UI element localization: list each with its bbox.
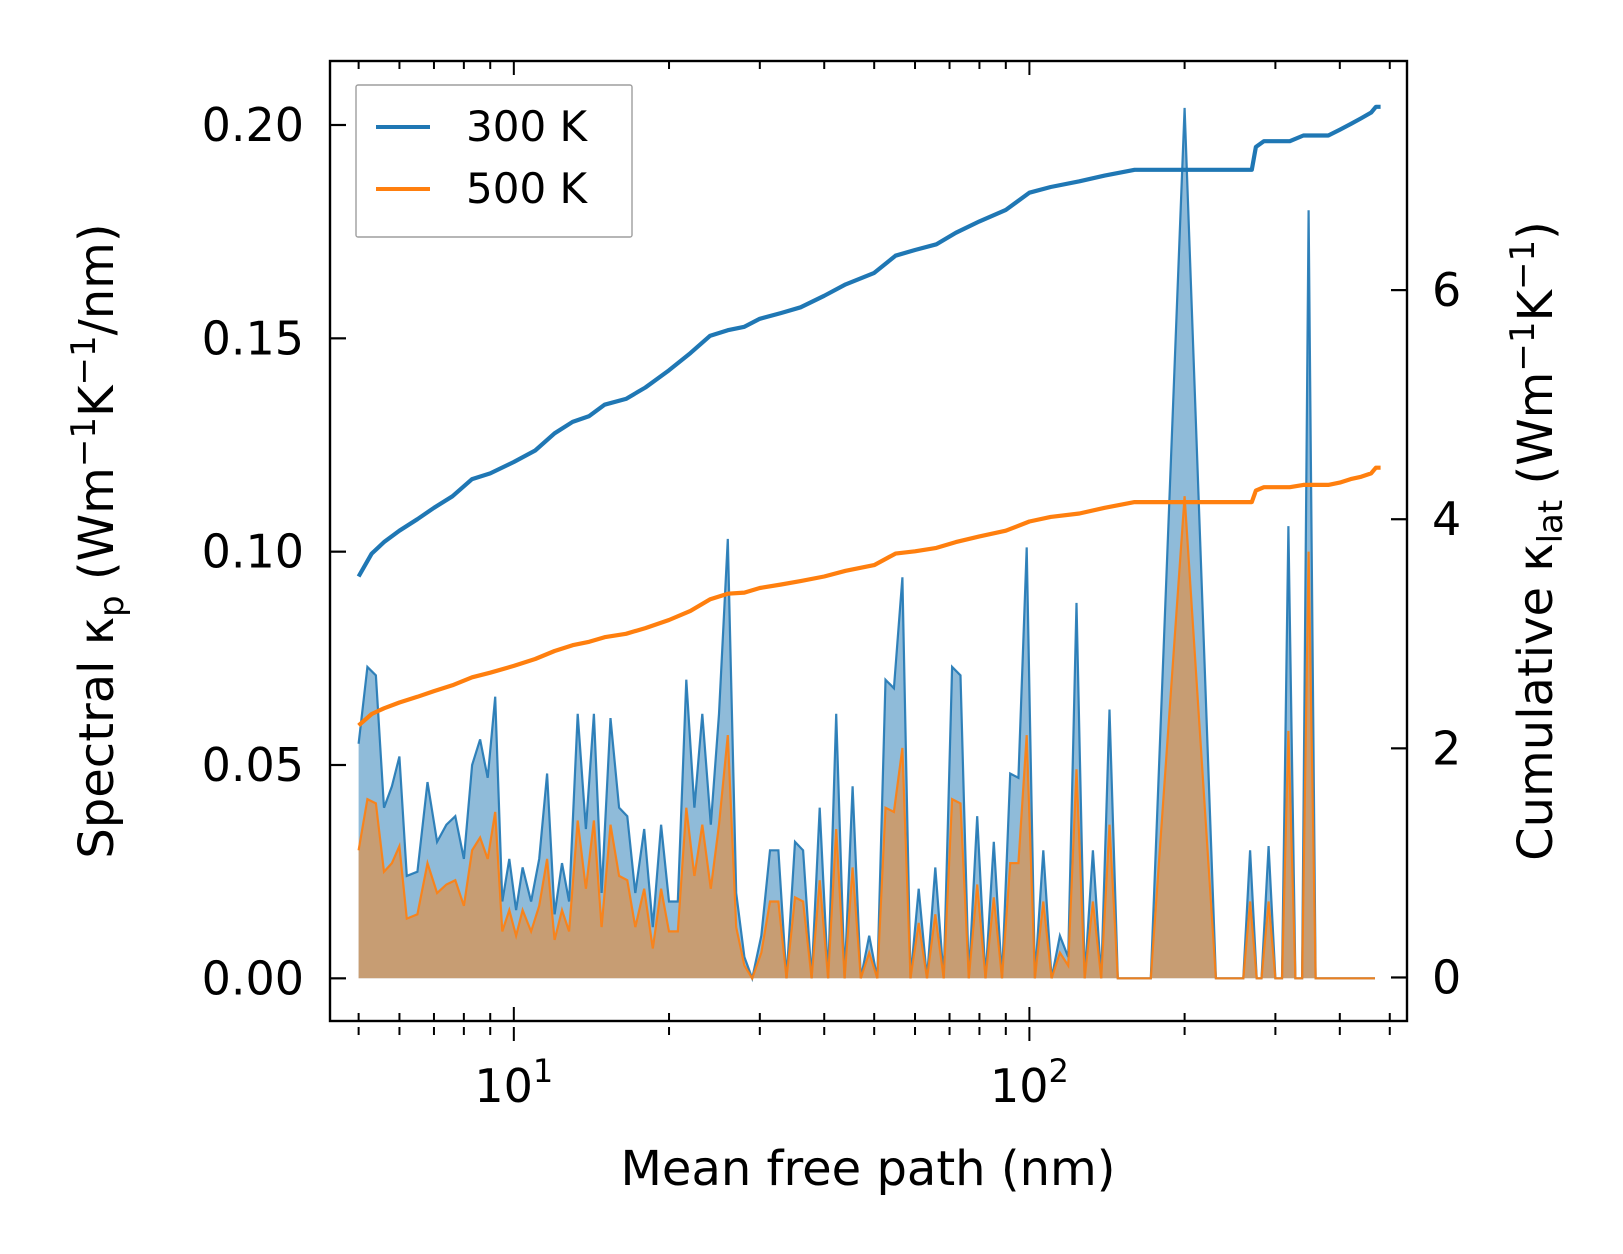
y-right-tick-label: 6	[1432, 263, 1461, 317]
y-axis-label-left: Spectral κp (Wm−1K−1/nm)	[64, 223, 132, 858]
spectral-fill-300k	[358, 107, 1376, 979]
y-right-tick-label: 2	[1432, 721, 1461, 775]
y-ticks-left: 0.00 0.05 0.10 0.15 0.20	[202, 98, 346, 1005]
x-tick-label: 102	[990, 1052, 1069, 1113]
y-left-tick-label: 0.10	[202, 525, 304, 579]
spectral-line-500k	[357, 496, 1375, 981]
y-left-tick-label: 0.05	[202, 738, 304, 792]
spectral-fills	[357, 107, 1376, 983]
y-left-tick-label: 0.00	[202, 951, 304, 1005]
x-tick-label: 101	[474, 1052, 553, 1113]
y-left-tick-label: 0.20	[202, 98, 304, 152]
y-ticks-right: 0 2 4 6	[1391, 263, 1461, 1004]
y-right-tick-label: 0	[1432, 950, 1461, 1004]
legend-box	[355, 84, 633, 238]
legend: 300 K 500 K	[355, 84, 633, 238]
y-axis-label-right: Cumulative κlat (Wm−1K−1)	[1503, 221, 1571, 861]
x-axis-label: Mean free path (nm)	[621, 1141, 1116, 1197]
cumulative-lines	[356, 104, 1381, 727]
y-left-tick-label: 0.15	[202, 311, 304, 365]
cumulative-line-300k	[356, 104, 1381, 578]
x-ticks: 101 102	[357, 61, 1391, 1113]
cumulative-line-500k	[357, 465, 1381, 727]
plot-frame	[328, 59, 1409, 1023]
y-right-tick-label: 4	[1432, 492, 1461, 546]
legend-label-300k: 300 K	[466, 102, 589, 151]
spectral-fill-500k	[358, 496, 1376, 979]
legend-label-500k: 500 K	[466, 164, 589, 213]
